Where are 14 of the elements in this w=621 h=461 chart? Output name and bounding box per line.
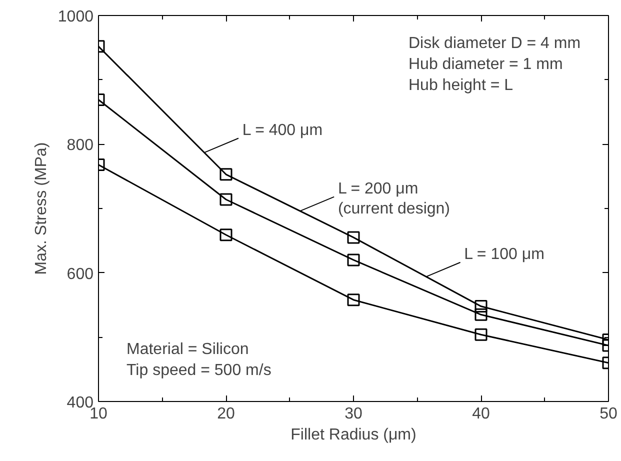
annotation: Material = Silicon Tip speed = 500 m/s (126, 341, 272, 379)
y-tick-label: 800 (66, 137, 94, 154)
x-tick-label: 40 (472, 406, 490, 422)
y-axis-title: Max. Stress (MPa) (32, 142, 50, 275)
x-axis-title: Fillet Radius (μm) (290, 426, 416, 444)
x-tick-label: 30 (344, 406, 362, 422)
x-tick-label: 20 (217, 406, 235, 422)
y-tick-label: 1000 (58, 8, 94, 26)
annotation: L = 400 μm (242, 122, 323, 140)
annotation: Disk diameter D = 4 mm Hub diameter = 1 mm Hub height = L (408, 35, 581, 94)
y-tick-label: 600 (66, 266, 94, 283)
annotation: L = 100 μm (464, 246, 544, 264)
x-tick-label: 50 (600, 406, 618, 422)
annotation: L = 200 μm (current design) (338, 180, 450, 218)
